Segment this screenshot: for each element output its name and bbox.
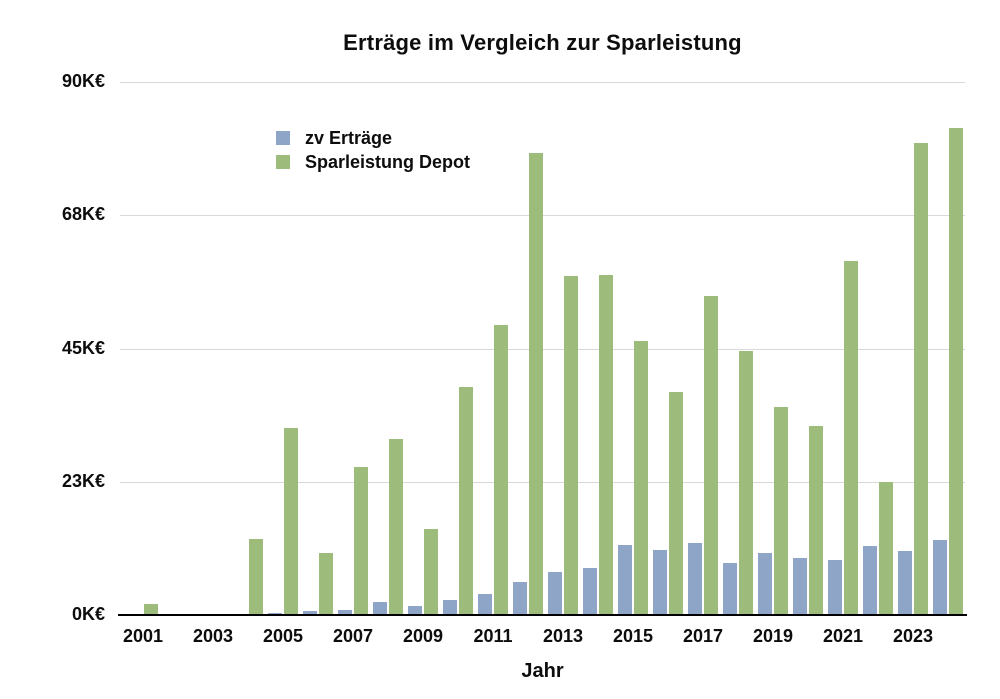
gridline bbox=[120, 82, 965, 83]
bar-zv-ertraege-2021 bbox=[828, 560, 842, 615]
bar-sparleistung-depot-2007 bbox=[354, 467, 368, 615]
x-axis-tick-label: 2007 bbox=[332, 626, 374, 646]
bar-sparleistung-depot-2008 bbox=[389, 439, 403, 615]
bar-sparleistung-depot-2023 bbox=[914, 143, 928, 615]
bar-zv-ertraege-2007 bbox=[338, 610, 352, 615]
bar-sparleistung-depot-2022 bbox=[879, 482, 893, 615]
bar-zv-ertraege-2024 bbox=[933, 540, 947, 615]
x-axis-tick-label: 2013 bbox=[542, 626, 584, 646]
bar-sparleistung-depot-2013 bbox=[564, 276, 578, 615]
chart-title: Erträge im Vergleich zur Sparleistung bbox=[343, 30, 742, 55]
bar-sparleistung-depot-2015 bbox=[634, 341, 648, 615]
bar-zv-ertraege-2010 bbox=[443, 600, 457, 615]
legend-item-zv-ertraege: zv Erträge bbox=[276, 126, 470, 150]
bar-sparleistung-depot-2017 bbox=[704, 296, 718, 615]
x-axis-tick-label: 2009 bbox=[402, 626, 444, 646]
bar-zv-ertraege-2016 bbox=[653, 550, 667, 615]
x-axis-tick-label: 2017 bbox=[682, 626, 724, 646]
bar-sparleistung-depot-2019 bbox=[774, 407, 788, 615]
y-axis-tick-label: 68K€ bbox=[61, 204, 105, 225]
x-axis-tick-label: 2005 bbox=[262, 626, 304, 646]
bar-sparleistung-depot-2009 bbox=[424, 529, 438, 615]
bar-sparleistung-depot-2010 bbox=[459, 387, 473, 615]
bar-zv-ertraege-2019 bbox=[758, 553, 772, 615]
legend-label-sparleistung-depot: Sparleistung Depot bbox=[305, 151, 471, 172]
bar-zv-ertraege-2020 bbox=[793, 558, 807, 615]
bar-sparleistung-depot-2020 bbox=[809, 426, 823, 615]
y-axis-tick-label: 90K€ bbox=[61, 71, 105, 91]
legend: zv Erträge Sparleistung Depot bbox=[276, 126, 470, 174]
bar-zv-ertraege-2018 bbox=[723, 563, 737, 615]
bar-sparleistung-depot-2016 bbox=[669, 392, 683, 615]
bar-sparleistung-depot-2006 bbox=[319, 553, 333, 615]
bar-zv-ertraege-2022 bbox=[863, 546, 877, 615]
bar-sparleistung-depot-2011 bbox=[494, 325, 508, 615]
bar-sparleistung-depot-2021 bbox=[844, 261, 858, 615]
x-axis-tick-label: 2023 bbox=[892, 626, 934, 646]
legend-item-sparleistung-depot: Sparleistung Depot bbox=[276, 150, 470, 174]
bar-sparleistung-depot-2005 bbox=[284, 428, 298, 615]
bar-zv-ertraege-2015 bbox=[618, 545, 632, 615]
y-axis-tick-label: 0K€ bbox=[71, 604, 105, 624]
bar-zv-ertraege-2011 bbox=[478, 594, 492, 615]
bar-sparleistung-depot-2004 bbox=[249, 539, 263, 615]
y-axis-tick-label: 45K€ bbox=[61, 337, 105, 358]
bar-sparleistung-depot-2012 bbox=[529, 153, 543, 615]
bar-zv-ertraege-2006 bbox=[303, 611, 317, 615]
bar-zv-ertraege-2013 bbox=[548, 572, 562, 615]
x-axis-tick-label: 2011 bbox=[473, 626, 513, 646]
bar-sparleistung-depot-2018 bbox=[739, 351, 753, 615]
legend-swatch-sparleistung-depot-icon bbox=[276, 155, 290, 169]
bar-sparleistung-depot-2001 bbox=[144, 604, 158, 615]
x-axis-tick-label: 2001 bbox=[122, 626, 164, 646]
bar-zv-ertraege-2009 bbox=[408, 606, 422, 615]
bar-sparleistung-depot-2024 bbox=[949, 128, 963, 615]
plot-area bbox=[120, 82, 965, 615]
legend-label-zv-ertraege: zv Erträge bbox=[305, 127, 393, 148]
x-axis-tick-label: 2003 bbox=[192, 626, 234, 646]
bar-zv-ertraege-2008 bbox=[373, 602, 387, 615]
x-axis-title: Jahr bbox=[521, 660, 564, 682]
x-axis-tick-label: 2021 bbox=[822, 626, 864, 646]
x-axis-tick-label: 2019 bbox=[752, 626, 794, 646]
legend-swatch-zv-ertraege-icon bbox=[276, 131, 290, 145]
bar-zv-ertraege-2023 bbox=[898, 551, 912, 615]
bar-zv-ertraege-2017 bbox=[688, 543, 702, 615]
x-axis-tick-label: 2015 bbox=[612, 626, 654, 646]
bar-zv-ertraege-2012 bbox=[513, 582, 527, 615]
bar-zv-ertraege-2014 bbox=[583, 568, 597, 615]
y-axis-tick-label: 23K€ bbox=[61, 470, 105, 491]
bar-sparleistung-depot-2014 bbox=[599, 275, 613, 615]
x-axis-line bbox=[118, 614, 967, 616]
